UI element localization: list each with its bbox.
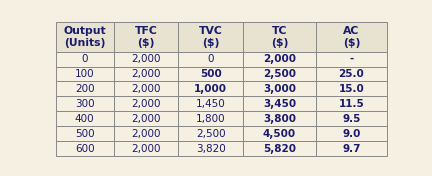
Bar <box>56 22 114 52</box>
Bar <box>178 52 243 67</box>
Bar <box>243 52 316 67</box>
Text: TFC
($): TFC ($) <box>134 26 157 48</box>
Text: -: - <box>349 54 354 64</box>
Bar <box>114 96 178 111</box>
Text: 2,000: 2,000 <box>131 84 161 94</box>
Bar <box>114 22 178 52</box>
Text: Output
(Units): Output (Units) <box>64 26 106 48</box>
Bar <box>243 22 316 52</box>
Text: 200: 200 <box>75 84 95 94</box>
Text: 1,000: 1,000 <box>194 84 227 94</box>
Text: 2,500: 2,500 <box>263 69 296 79</box>
Bar <box>178 81 243 96</box>
Bar <box>316 52 387 67</box>
Bar <box>56 67 114 81</box>
Text: 11.5: 11.5 <box>339 99 364 109</box>
Bar <box>178 67 243 81</box>
Text: 2,000: 2,000 <box>131 69 161 79</box>
Bar <box>178 111 243 126</box>
Bar <box>243 111 316 126</box>
Text: 2,500: 2,500 <box>196 129 226 139</box>
Bar <box>316 141 387 156</box>
Text: 400: 400 <box>75 114 95 124</box>
Bar <box>114 111 178 126</box>
Bar <box>178 126 243 141</box>
Text: 5,820: 5,820 <box>263 143 296 153</box>
Bar <box>243 67 316 81</box>
Text: 3,450: 3,450 <box>263 99 296 109</box>
Bar <box>114 81 178 96</box>
Bar <box>178 96 243 111</box>
Text: 3,820: 3,820 <box>196 143 226 153</box>
Text: 500: 500 <box>75 129 95 139</box>
Bar <box>243 81 316 96</box>
Bar <box>178 141 243 156</box>
Text: 3,800: 3,800 <box>263 114 296 124</box>
Bar <box>56 111 114 126</box>
Bar <box>114 52 178 67</box>
Bar <box>56 81 114 96</box>
Text: 1,450: 1,450 <box>196 99 226 109</box>
Text: 4,500: 4,500 <box>263 129 296 139</box>
Text: 2,000: 2,000 <box>131 54 161 64</box>
Bar <box>56 52 114 67</box>
Bar <box>243 126 316 141</box>
Bar <box>316 67 387 81</box>
Text: 600: 600 <box>75 143 95 153</box>
Bar <box>243 96 316 111</box>
Text: TC
($): TC ($) <box>271 26 288 48</box>
Bar <box>178 22 243 52</box>
Text: AC
($): AC ($) <box>343 26 360 48</box>
Bar <box>114 141 178 156</box>
Bar <box>56 126 114 141</box>
Text: 2,000: 2,000 <box>263 54 296 64</box>
Bar <box>56 96 114 111</box>
Bar <box>56 141 114 156</box>
Text: 1,800: 1,800 <box>196 114 226 124</box>
Text: 9.5: 9.5 <box>342 114 361 124</box>
Text: 15.0: 15.0 <box>339 84 364 94</box>
Bar <box>316 126 387 141</box>
Bar <box>316 96 387 111</box>
Text: 3,000: 3,000 <box>263 84 296 94</box>
Bar <box>316 81 387 96</box>
Text: 500: 500 <box>200 69 222 79</box>
Text: 9.0: 9.0 <box>342 129 361 139</box>
Text: TVC
($): TVC ($) <box>199 26 222 48</box>
Text: 9.7: 9.7 <box>342 143 361 153</box>
Text: 100: 100 <box>75 69 95 79</box>
Bar <box>243 141 316 156</box>
Text: 0: 0 <box>81 54 88 64</box>
Text: 300: 300 <box>75 99 95 109</box>
Bar <box>316 111 387 126</box>
Text: 0: 0 <box>207 54 214 64</box>
Text: 2,000: 2,000 <box>131 114 161 124</box>
Text: 2,000: 2,000 <box>131 99 161 109</box>
Bar <box>114 126 178 141</box>
Text: 2,000: 2,000 <box>131 143 161 153</box>
Bar <box>316 22 387 52</box>
Bar <box>114 67 178 81</box>
Text: 2,000: 2,000 <box>131 129 161 139</box>
Text: 25.0: 25.0 <box>339 69 364 79</box>
